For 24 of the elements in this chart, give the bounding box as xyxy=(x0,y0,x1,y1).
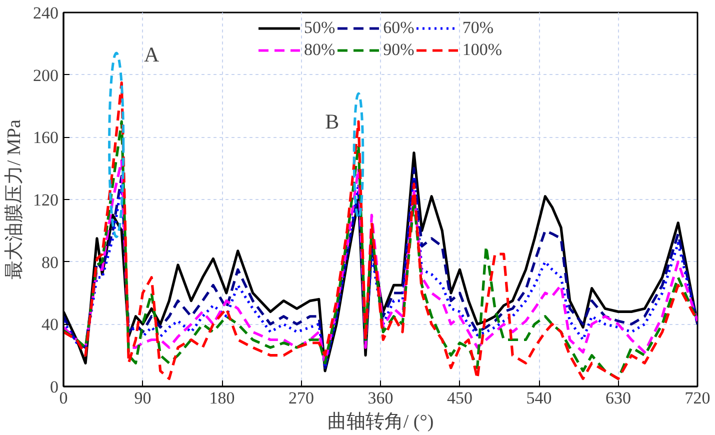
x-tick-label: 630 xyxy=(606,388,631,408)
y-tick-label: 160 xyxy=(33,128,58,148)
y-tick-label: 240 xyxy=(33,4,58,22)
x-tick-label: 720 xyxy=(684,388,710,408)
annotation: A xyxy=(144,42,160,67)
legend-label: 80% xyxy=(304,40,336,60)
legend-label: 90% xyxy=(383,40,414,60)
y-tick-label: 80 xyxy=(42,252,58,272)
x-tick-label: 360 xyxy=(368,388,394,408)
x-tick-label: 270 xyxy=(288,388,314,408)
x-tick-label: 180 xyxy=(209,388,235,408)
y-tick-label: 40 xyxy=(42,315,58,334)
legend-label: 70% xyxy=(462,18,494,38)
y-tick-label: 200 xyxy=(33,66,58,85)
x-axis-title: 曲轴转角/ (°) xyxy=(327,412,434,432)
annotation: B xyxy=(325,110,340,134)
y-tick-label: 120 xyxy=(33,190,58,210)
x-tick-label: 90 xyxy=(134,388,152,408)
legend-label: 50% xyxy=(304,18,336,38)
y-axis-title: 最大油膜压力/ MPa xyxy=(4,118,25,280)
x-tick-label: 450 xyxy=(447,388,472,408)
x-tick-label: 540 xyxy=(526,388,552,408)
legend-label: 60% xyxy=(383,18,414,38)
legend-label: 100% xyxy=(462,40,502,60)
